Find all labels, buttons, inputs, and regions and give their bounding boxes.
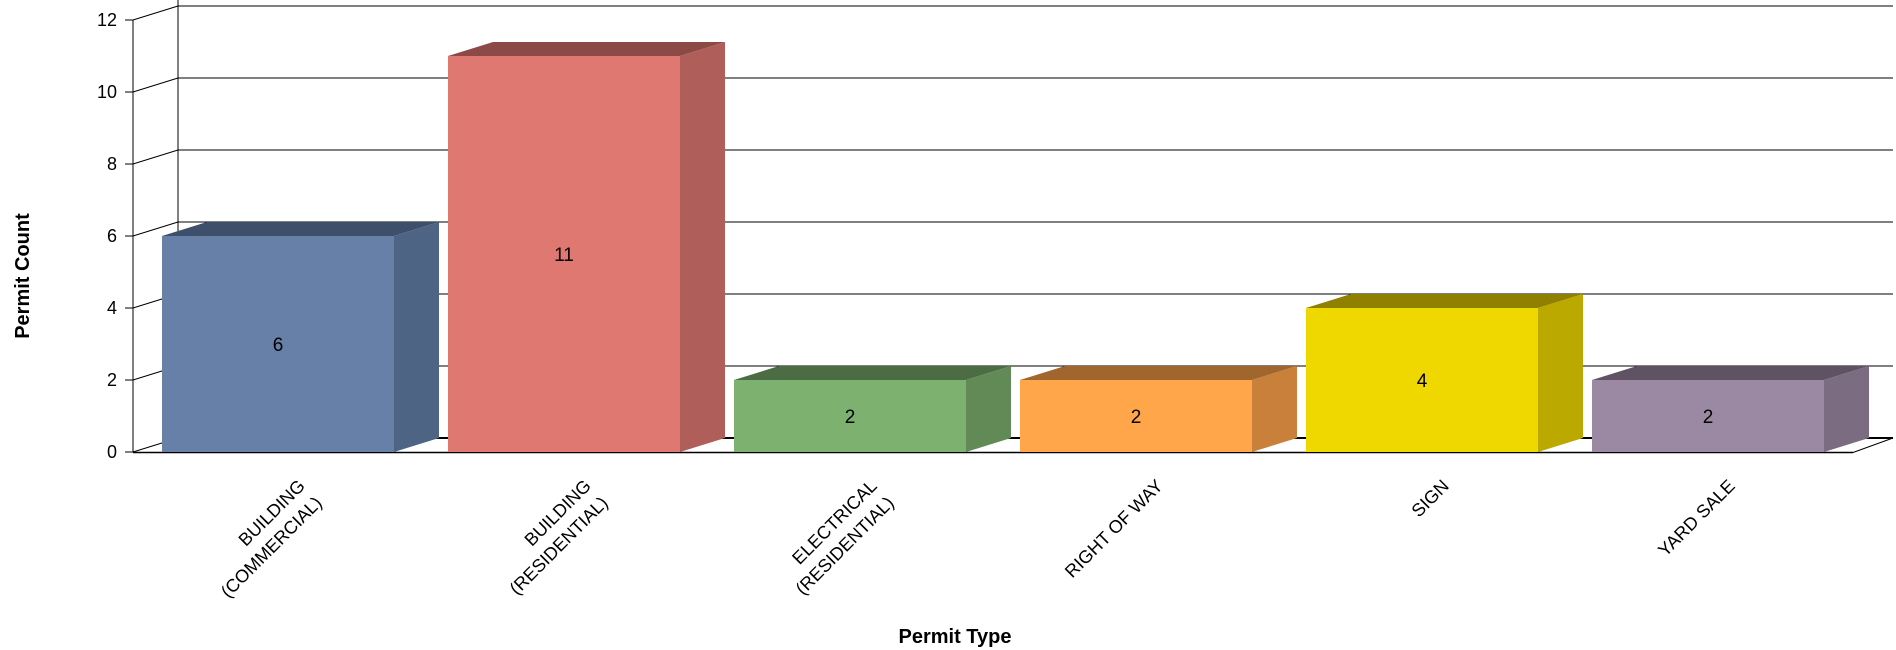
bar-side-face — [394, 222, 439, 452]
bar — [1592, 366, 1869, 452]
bars: 6 11 2 2 4 2 — [162, 42, 1869, 452]
bar-front-face — [1592, 380, 1824, 452]
bar-front-face — [1020, 380, 1252, 452]
x-category-label: ELECTRICAL(RESIDENTIAL) — [775, 476, 898, 599]
bar-value-label: 2 — [1131, 407, 1142, 428]
bar-value-label: 2 — [1703, 407, 1714, 428]
bar-front-face — [734, 380, 966, 452]
y-tick-label: 8 — [107, 154, 117, 174]
bar-top-face — [448, 42, 725, 56]
bar-side-face — [1824, 366, 1869, 452]
bar-value-label: 2 — [845, 407, 856, 428]
bar-top-face — [162, 222, 439, 236]
bar-front-face — [162, 236, 394, 452]
y-tick-label: 6 — [107, 226, 117, 246]
bar-top-face — [1306, 294, 1583, 308]
x-axis-title: Permit Type — [899, 626, 1012, 648]
x-category-label: SIGN — [1408, 476, 1453, 521]
bar-value-label: 11 — [554, 245, 574, 266]
x-category-label-line: SIGN — [1408, 476, 1453, 521]
bar — [162, 222, 439, 452]
y-tick-label: 4 — [107, 298, 117, 318]
bar-side-face — [1538, 294, 1583, 452]
bar-side-face — [1252, 366, 1297, 452]
bar-side-face — [680, 42, 725, 452]
y-tick-label: 12 — [97, 10, 117, 30]
bar-top-face — [1020, 366, 1297, 380]
gridline-wall-diagonal — [132, 149, 179, 165]
bar — [1306, 294, 1583, 452]
x-category-label: YARD SALE — [1654, 476, 1739, 561]
bar-front-face — [448, 56, 680, 452]
x-category-label-line: RIGHT OF WAY — [1061, 476, 1167, 582]
bar-front-face — [1306, 308, 1538, 452]
bar — [734, 366, 1011, 452]
gridline-wall-diagonal — [132, 221, 179, 237]
y-axis-ticks: 0 2 4 6 8 10 12 — [97, 10, 133, 462]
y-tick-label: 2 — [107, 370, 117, 390]
x-category-label: BUILDING(RESIDENTIAL) — [489, 476, 612, 599]
bar-value-label: 4 — [1417, 371, 1428, 392]
floor-right-edge — [1852, 437, 1894, 453]
bar — [448, 42, 725, 452]
bar — [1020, 366, 1297, 452]
y-tick-label: 10 — [97, 82, 117, 102]
y-tick-label: 0 — [107, 442, 117, 462]
x-category-label: RIGHT OF WAY — [1061, 476, 1167, 582]
x-axis-categories: BUILDING(COMMERCIAL) BUILDING(RESIDENTIAL… — [200, 476, 1739, 602]
x-category-label-line: YARD SALE — [1654, 476, 1739, 561]
bar-value-label: 6 — [273, 335, 284, 356]
gridline-wall-diagonal — [132, 77, 179, 93]
y-axis-title: Permit Count — [12, 213, 34, 339]
x-category-label: BUILDING(COMMERCIAL) — [200, 476, 326, 602]
gridline-wall-diagonal — [132, 5, 179, 21]
bar-side-face — [966, 366, 1011, 452]
bar-top-face — [1592, 366, 1869, 380]
bar-top-face — [734, 366, 1011, 380]
